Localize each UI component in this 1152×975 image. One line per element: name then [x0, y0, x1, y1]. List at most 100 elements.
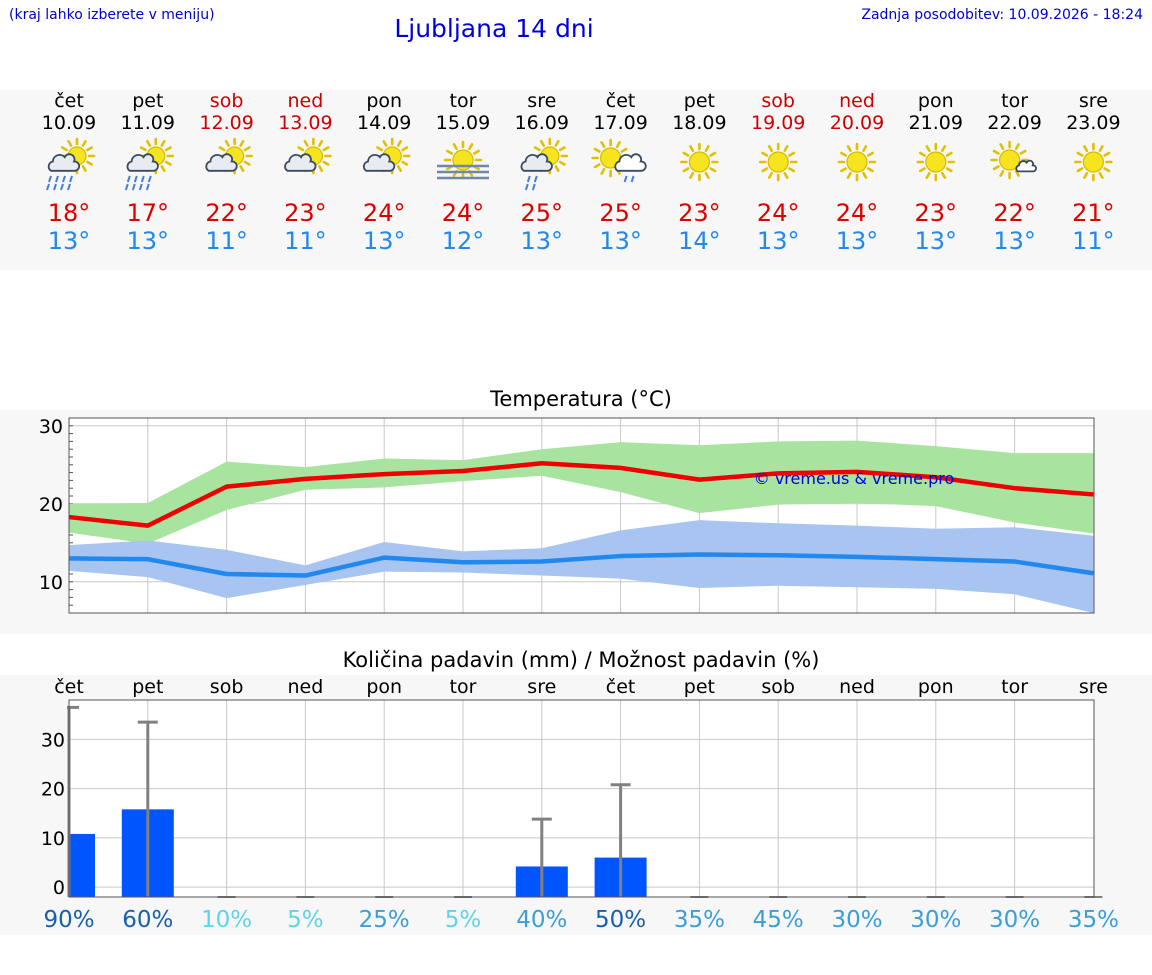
sun-ray	[318, 139, 324, 147]
cloud-shape	[1015, 159, 1037, 173]
rain-drop	[140, 175, 145, 183]
sun-ray	[558, 160, 566, 166]
sun-ray	[615, 141, 621, 149]
sun-small-cloud-icon	[990, 140, 1037, 180]
weekday-label: pon	[918, 90, 954, 112]
precip-weekday-label: ned	[839, 676, 875, 698]
sun-icon	[1074, 142, 1113, 182]
precip-probability-label: 50%	[595, 907, 646, 933]
sun-ray	[1083, 171, 1089, 179]
max-temp-label: 24°	[363, 199, 406, 227]
sun-ray	[303, 139, 309, 147]
min-temp-label: 11°	[205, 227, 248, 255]
min-temp-label: 13°	[127, 227, 170, 255]
sun-ray	[1076, 151, 1084, 157]
max-temp-label: 22°	[205, 199, 248, 227]
sun-ray	[86, 160, 94, 166]
date-label: 12.09	[199, 112, 253, 134]
sun-ray	[81, 139, 87, 147]
rain-drop	[62, 175, 66, 183]
temp-tick-label: 10	[39, 572, 63, 594]
temp-tick-label: 20	[39, 494, 63, 516]
precip-weekday-label: pon	[366, 676, 402, 698]
weekday-label: čet	[606, 90, 636, 112]
rain-drop	[48, 175, 52, 183]
rain-drop	[124, 183, 129, 191]
rain-drop	[531, 183, 536, 191]
min-temp-label: 11°	[284, 227, 327, 255]
sun-cloud-icon	[284, 137, 332, 175]
sun-ray	[682, 167, 690, 173]
precip-tick-label: 30	[41, 729, 65, 751]
sun-ray	[224, 139, 230, 147]
date-label: 19.09	[751, 112, 805, 134]
sun-ray	[554, 139, 560, 147]
date-label: 11.09	[121, 112, 175, 134]
precip-probability-label: 25%	[359, 907, 410, 933]
date-label: 18.09	[672, 112, 726, 134]
sun-ray	[218, 146, 226, 152]
sun-ray	[396, 139, 403, 147]
min-temp-label: 13°	[836, 227, 879, 255]
sun-icon	[837, 142, 877, 182]
sun-ray	[239, 165, 245, 173]
max-temp-label: 24°	[836, 199, 879, 227]
sun-ray	[767, 145, 774, 153]
precip-tick-label: 20	[41, 779, 65, 801]
precip-probability-label: 10%	[201, 907, 252, 933]
precip-probability-label: 5%	[445, 907, 482, 933]
rain-drop	[138, 183, 143, 191]
sun-ray	[239, 139, 245, 147]
precip-probability-label: 35%	[674, 907, 725, 933]
rain-drop	[533, 175, 538, 183]
sun-ray	[840, 167, 848, 173]
min-temp-label: 13°	[993, 227, 1036, 255]
max-temp-range-band	[69, 440, 1094, 544]
weekday-label: tor	[450, 90, 477, 112]
sun-ray	[709, 151, 717, 157]
cloud-shape	[362, 153, 396, 172]
sun-ray	[945, 151, 953, 157]
precipitation-chart-title: Količina padavin (mm) / Možnost padavin …	[342, 648, 820, 672]
sun-ray	[918, 151, 926, 157]
sun-ray	[600, 167, 606, 175]
sun-ray	[620, 147, 628, 153]
sun-ray	[146, 139, 152, 147]
date-label: 21.09	[909, 112, 963, 134]
sun-ray	[81, 165, 87, 173]
rain-drop	[147, 175, 152, 183]
sun-ray	[452, 143, 458, 151]
precip-probability-label: 40%	[516, 907, 567, 933]
max-temp-label: 23°	[678, 199, 721, 227]
sun-ray	[704, 145, 710, 153]
max-temp-label: 18°	[48, 199, 91, 227]
cloud-shape	[126, 153, 159, 172]
precip-weekday-label: pet	[684, 676, 715, 698]
weekday-label: sre	[527, 90, 556, 112]
min-temp-label: 12°	[442, 227, 485, 255]
precip-probability-label: 30%	[910, 907, 961, 933]
sun-ray	[401, 160, 409, 166]
rain-drop	[133, 175, 138, 183]
precip-weekday-label: sre	[1079, 676, 1108, 698]
sun-disc	[767, 151, 789, 173]
sun-ray	[593, 163, 601, 169]
min-temp-label: 13°	[757, 227, 800, 255]
weekday-label: pet	[132, 90, 163, 112]
sun-ray	[318, 165, 324, 173]
max-temp-label: 24°	[757, 199, 800, 227]
sun-ray	[846, 171, 852, 179]
precip-weekday-label: tor	[1001, 676, 1028, 698]
sun-ray	[866, 167, 874, 173]
sun-disc	[846, 151, 868, 173]
sun-ray	[1083, 145, 1089, 153]
sun-cloud-icon	[205, 137, 253, 175]
sun-ray	[788, 167, 796, 173]
